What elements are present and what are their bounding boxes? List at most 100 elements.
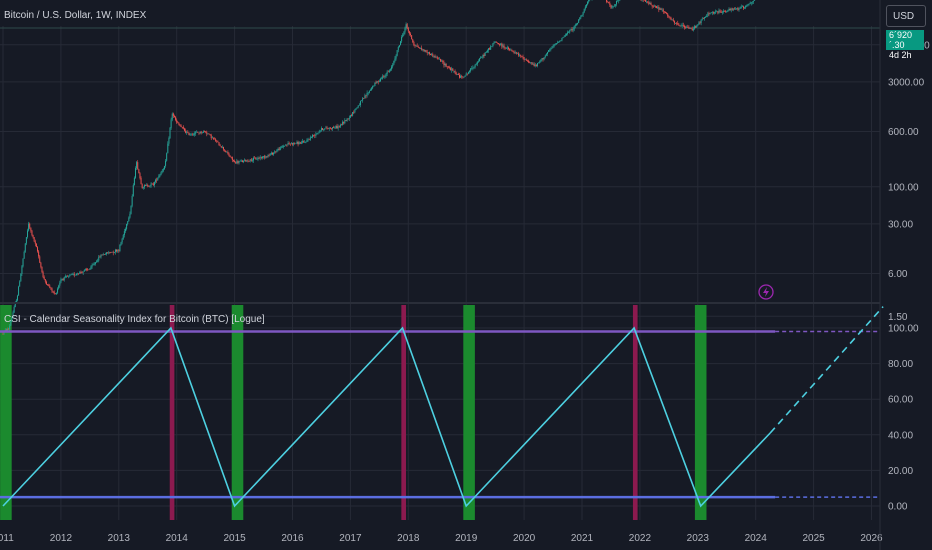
candle-down [677,23,679,25]
candle-up [132,185,134,197]
candle-up [649,3,651,5]
candle-down [139,173,141,178]
candle-up [163,165,165,170]
candle-up [675,23,677,24]
candle-down [742,6,744,9]
candle-up [730,8,732,11]
candle-down [176,119,178,123]
csi-tick-label: 100.00 [888,324,919,335]
candle-down [411,35,413,40]
candle-up [727,10,729,12]
candle-up [93,263,95,265]
candle-up [74,274,76,276]
candle-down [255,158,257,160]
candle-down [529,62,531,63]
candle-up [98,256,100,261]
candle-down [41,266,43,273]
candle-down [533,63,535,67]
candle-up [574,24,576,26]
candle-down [109,252,111,253]
candle-down [151,183,153,185]
candle-up [722,10,724,12]
candle-up [58,285,60,289]
candle-up [575,23,577,25]
candle-up [703,17,705,19]
candle-up [318,131,320,133]
candle-up [290,143,292,144]
candle-up [236,161,238,164]
candle-down [457,74,459,75]
candle-down [39,256,41,263]
candle-down [511,50,513,51]
candle-up [253,157,255,161]
candle-down [229,155,231,158]
currency-button[interactable]: USD [886,5,926,27]
candle-down [509,49,511,51]
candle-down [87,269,89,271]
candle-up [18,286,20,296]
candle-up [123,231,125,236]
candle-down [666,12,668,14]
candle-down [137,162,139,170]
candle-up [189,134,191,136]
candle-down [440,58,442,62]
candle-up [728,8,730,11]
candle-down [210,135,212,139]
candle-down [80,272,82,273]
candle-up [397,46,399,51]
candle-down [353,112,355,113]
lightning-icon[interactable] [758,284,774,300]
candle-up [697,24,699,26]
candle-down [406,24,408,29]
candle-up [465,73,467,76]
candle-up [389,69,391,71]
candle-down [52,291,54,292]
csi-tick-label: 20.00 [888,466,913,477]
candle-down [183,128,185,131]
candle-up [312,135,314,138]
candle-up [752,0,754,2]
candle-down [49,285,51,288]
candle-down [314,135,316,136]
candle-up [155,179,157,183]
candle-up [149,185,151,187]
candle-up [500,43,502,45]
candle-up [114,249,116,253]
candle-up [298,142,300,145]
x-tick-label: 2022 [629,533,652,544]
candle-up [689,28,691,29]
red-band [632,305,638,520]
candle-up [372,86,374,89]
candle-down [224,149,226,151]
candle-up [367,92,369,94]
candle-up [578,19,580,23]
candle-up [379,78,381,82]
candle-up [307,139,309,141]
candle-up [661,9,663,11]
candle-down [520,54,522,57]
candle-up [261,156,263,159]
candle-up [104,254,106,255]
price-candles [2,0,756,335]
candle-down [44,279,46,282]
candle-up [549,49,551,51]
candle-down [673,21,675,24]
candle-up [22,258,24,267]
candle-down [428,52,430,54]
candle-up [113,252,115,253]
candle-down [271,152,273,155]
csi-line [2,326,771,508]
candle-down [220,146,222,148]
candle-down [37,247,39,252]
candle-up [108,252,110,254]
candle-down [197,132,199,133]
candle-down [377,81,379,83]
candle-up [715,11,717,13]
candle-down [145,185,147,186]
candle-down [497,43,499,44]
candle-down [455,72,457,75]
candle-down [447,66,449,68]
candle-down [495,41,497,43]
candle-down [235,162,237,164]
